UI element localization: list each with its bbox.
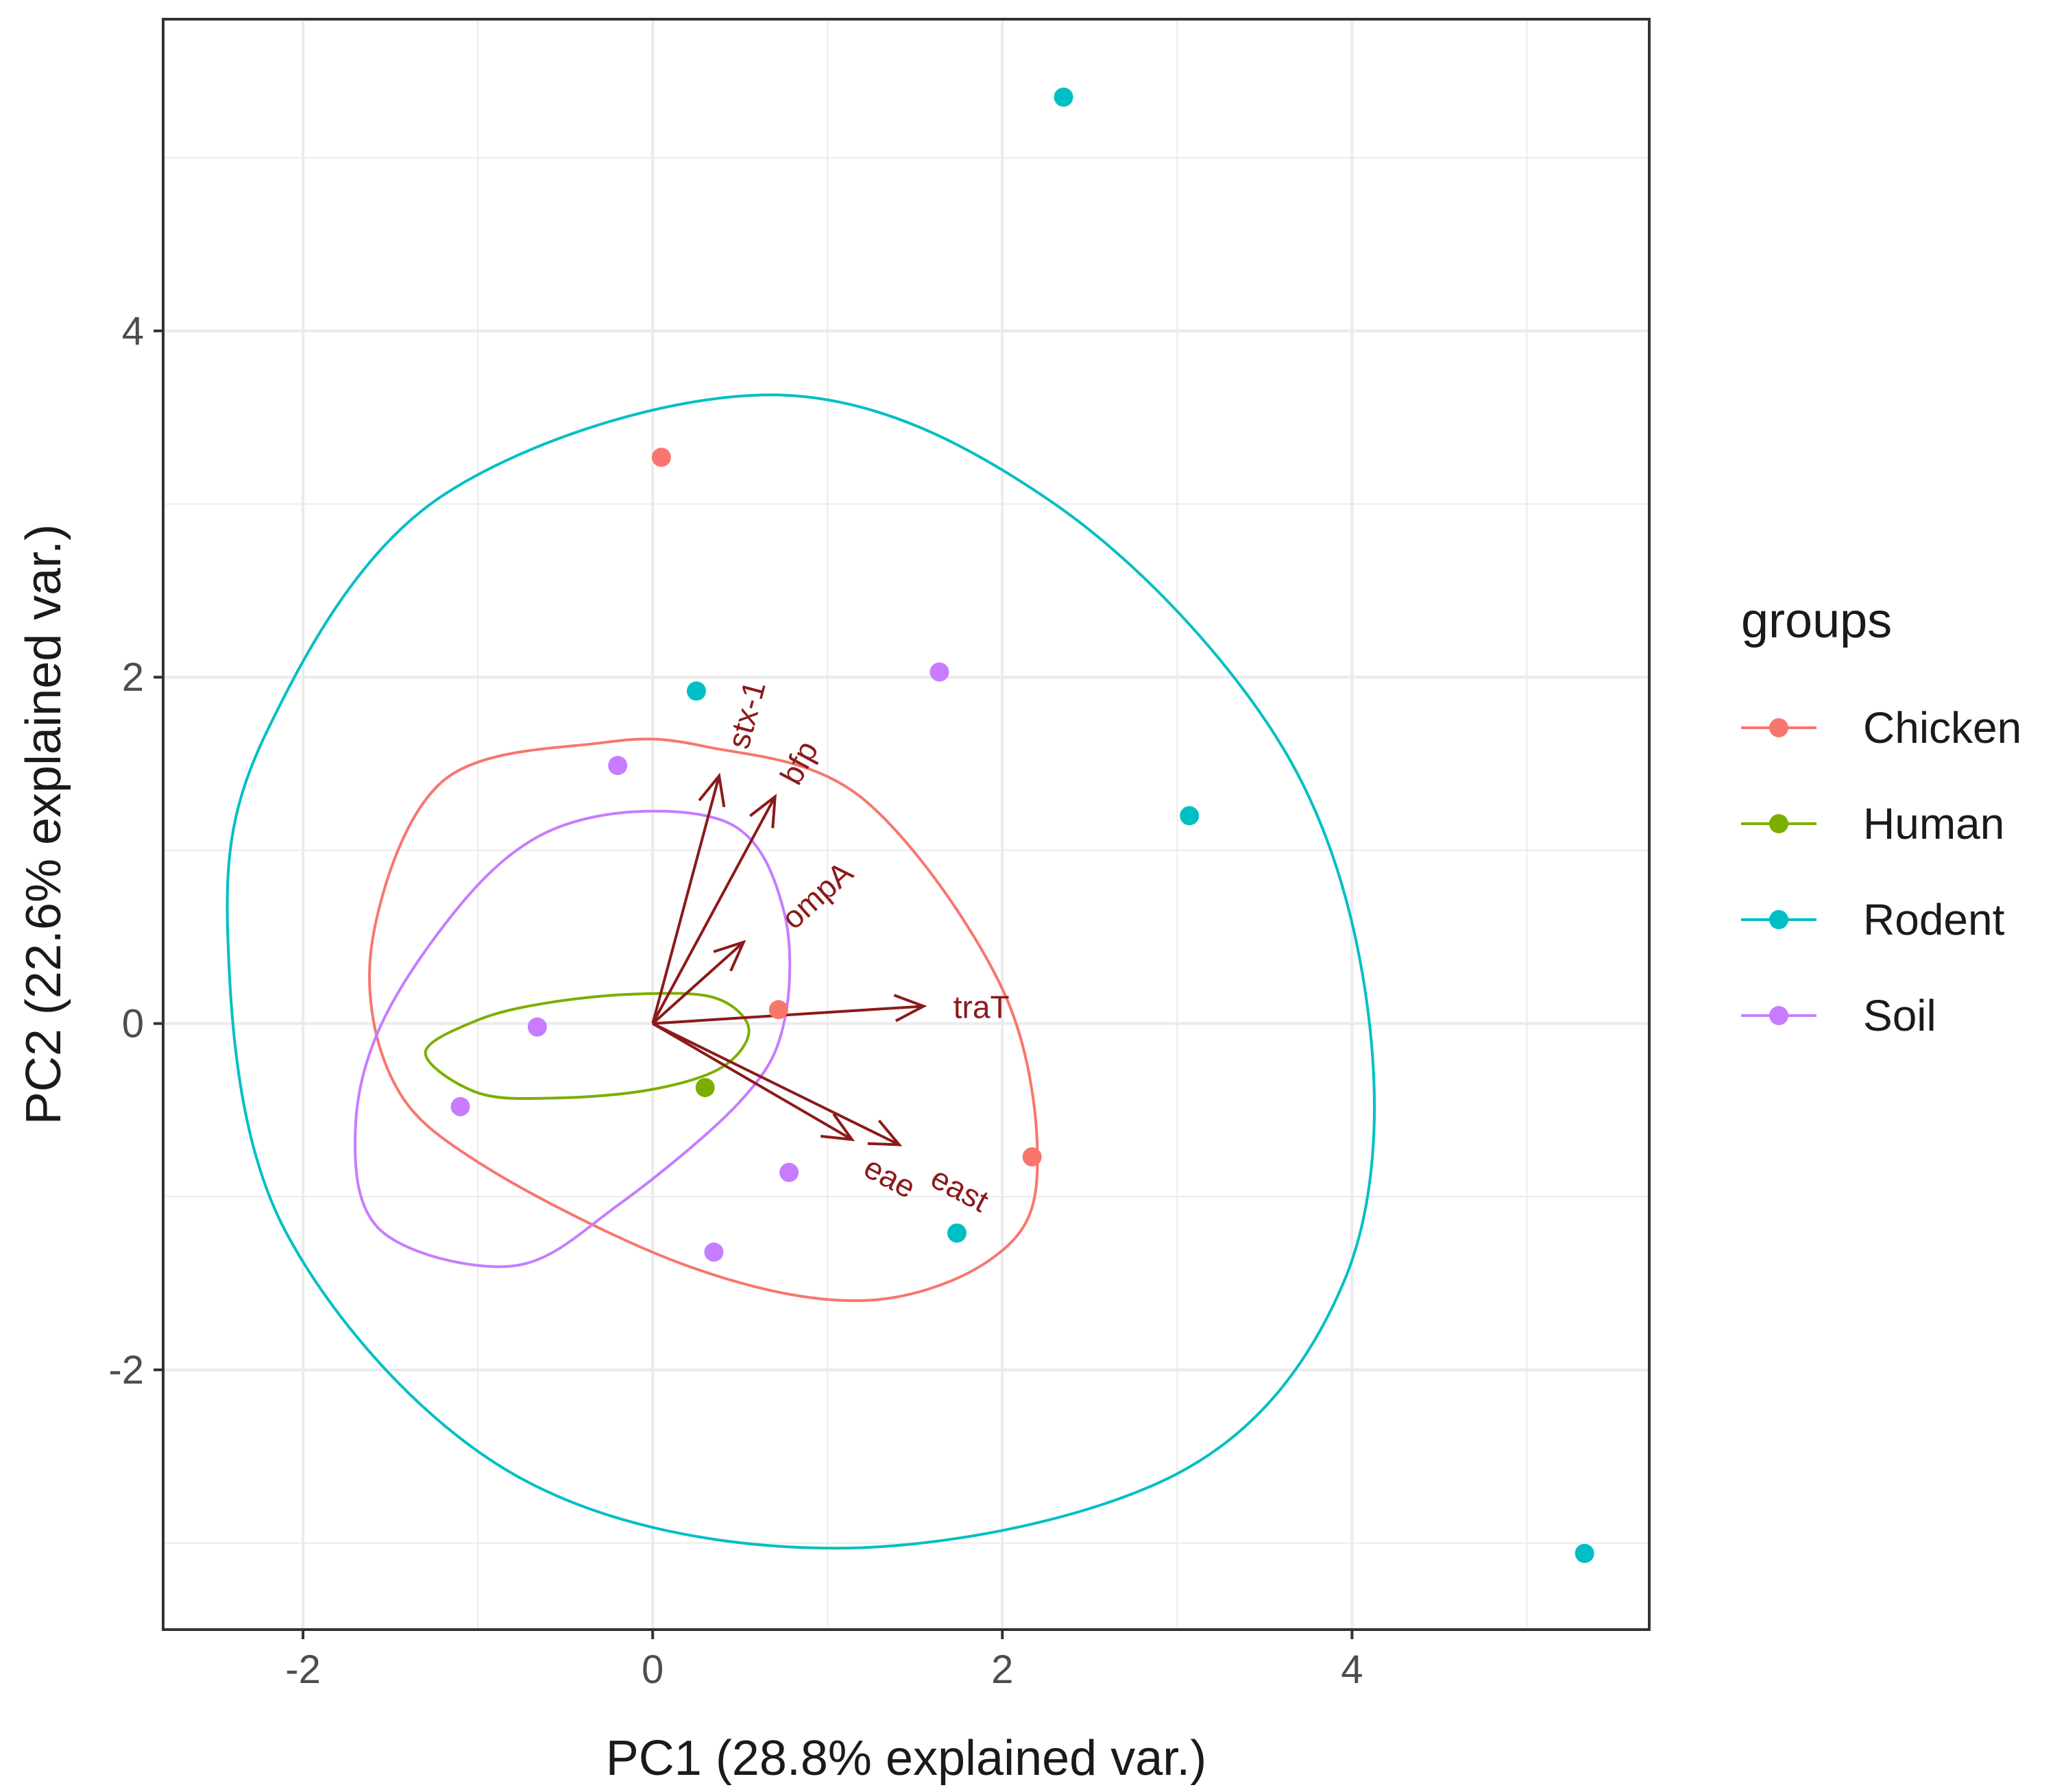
point-soil — [450, 1096, 470, 1116]
y-tick-label: 0 — [122, 1002, 144, 1046]
legend-label-human: Human — [1863, 799, 2004, 848]
point-soil — [929, 662, 949, 682]
axis-ticks: -2 0 2 4 -2 0 2 4 — [108, 309, 1363, 1692]
x-tick-label: 0 — [642, 1647, 664, 1692]
loading-arrowhead-east — [867, 1119, 903, 1146]
loading-label-trat: traT — [953, 990, 1010, 1025]
legend-key-point-rodent — [1769, 910, 1788, 929]
legend-key-point-chicken — [1769, 718, 1788, 737]
loading-arrow-bfp — [651, 796, 777, 1024]
legend-title: groups — [1741, 593, 1892, 648]
point-soil — [608, 756, 628, 776]
ellipse-soil — [354, 809, 792, 1268]
y-tick-label: 4 — [122, 309, 144, 354]
legend-label-chicken: Chicken — [1863, 703, 2021, 752]
loading-arrow-trat — [653, 1005, 924, 1025]
point-soil — [779, 1162, 799, 1182]
loading-arrowhead-eae — [820, 1113, 855, 1142]
y-tick-label: 2 — [122, 655, 144, 700]
loading-arrowhead-ompa — [713, 940, 746, 972]
y-axis-title: PC2 (22.6% explained var.) — [16, 524, 71, 1125]
y-tick-label: -2 — [108, 1348, 144, 1392]
point-human — [695, 1078, 715, 1098]
ellipse-rodent — [226, 393, 1376, 1550]
loading-arrow-ompa — [651, 941, 745, 1025]
data-points — [450, 87, 1594, 1563]
loading-arrow-stx-1 — [651, 775, 721, 1024]
plot-border — [162, 18, 1651, 1631]
x-axis-title: PC1 (28.8% explained var.) — [606, 1731, 1206, 1786]
grid-lines — [163, 19, 1649, 1630]
point-soil — [704, 1242, 724, 1262]
point-rodent — [686, 681, 706, 701]
ellipse-human — [424, 992, 751, 1101]
point-chicken — [1022, 1147, 1042, 1167]
x-tick-label: 4 — [1341, 1647, 1363, 1692]
x-tick-label: 2 — [991, 1647, 1013, 1692]
legend: groups Chicken Human Rodent Soil — [1741, 593, 2021, 1040]
legend-label-soil: Soil — [1863, 991, 1936, 1040]
legend-label-rodent: Rodent — [1863, 895, 2005, 944]
legend-key-point-soil — [1769, 1006, 1788, 1025]
point-rodent — [947, 1223, 967, 1243]
loading-arrowhead-bfp — [749, 794, 777, 829]
point-chicken — [768, 1000, 788, 1020]
loading-arrow-east — [652, 1022, 900, 1146]
legend-key-point-human — [1769, 814, 1788, 833]
point-rodent — [1180, 806, 1200, 826]
x-tick-label: -2 — [285, 1647, 321, 1692]
loading-arrowhead-stx-1 — [698, 772, 726, 807]
point-chicken — [651, 447, 671, 467]
point-soil — [527, 1017, 547, 1037]
loading-arrow-eae — [652, 1022, 853, 1141]
point-rodent — [1575, 1543, 1594, 1563]
point-rodent — [1054, 87, 1073, 107]
loading-arrowhead-trat — [893, 994, 927, 1022]
